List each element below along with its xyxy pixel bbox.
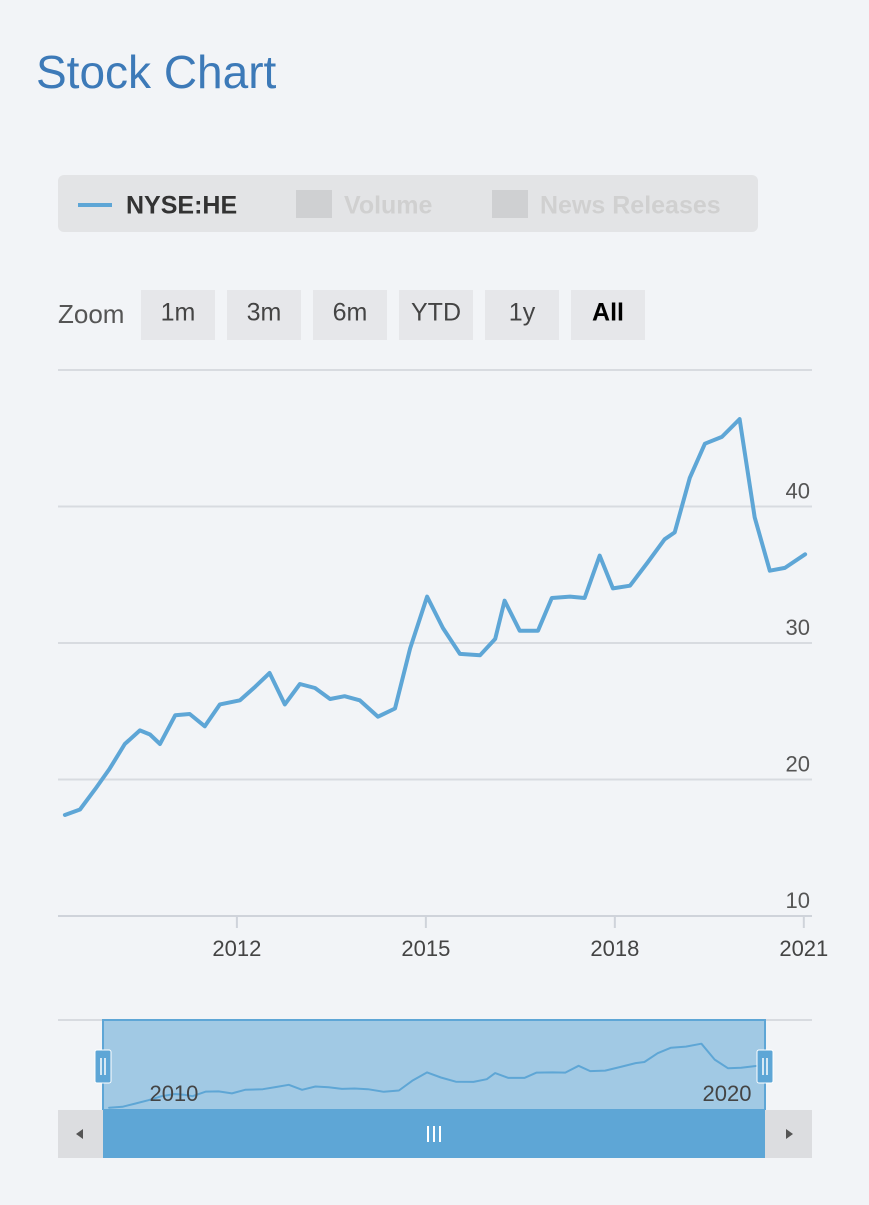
legend-swatch (296, 190, 332, 218)
y-tick-label: 20 (786, 751, 810, 776)
arrow-right (786, 1129, 793, 1139)
zoom-button[interactable] (399, 290, 473, 340)
zoom-button[interactable] (313, 290, 387, 340)
zoom-button-label[interactable]: 3m (247, 299, 282, 327)
navigator-mask[interactable] (102, 1019, 766, 1111)
zoom-button[interactable] (227, 290, 301, 340)
y-tick-label: 10 (786, 888, 810, 913)
zoom-button[interactable] (141, 290, 215, 340)
navigator-handle[interactable] (94, 1049, 112, 1084)
page-title: Stock Chart (36, 46, 277, 98)
navigator-label: 2020 (703, 1081, 752, 1106)
x-tick-label: 2018 (590, 936, 639, 961)
arrow-left (76, 1129, 83, 1139)
x-tick-label: 2012 (212, 936, 261, 961)
zoom-button-label[interactable]: 1y (509, 299, 536, 327)
x-tick-label: 2015 (401, 936, 450, 961)
x-tick-label: 2021 (779, 936, 828, 961)
price-line (62, 417, 808, 817)
legend-box (58, 175, 758, 232)
navigator-label: 2010 (149, 1081, 198, 1106)
zoom-button-label[interactable]: All (592, 299, 624, 327)
zoom-button[interactable] (485, 290, 559, 340)
legend-label[interactable]: News Releases (540, 192, 721, 220)
navigator-handle[interactable] (756, 1049, 774, 1084)
y-tick-label: 30 (786, 615, 810, 640)
zoom-button-label[interactable]: 1m (161, 299, 196, 327)
legend-label[interactable]: Volume (344, 192, 433, 220)
zoom-button-label[interactable]: 6m (333, 299, 368, 327)
legend-swatch (492, 190, 528, 218)
zoom-label: Zoom (58, 299, 124, 329)
legend-label[interactable]: NYSE:HE (126, 192, 237, 220)
y-tick-label: 40 (786, 478, 810, 503)
zoom-button-label[interactable]: YTD (411, 299, 461, 327)
zoom-button[interactable] (571, 290, 645, 340)
